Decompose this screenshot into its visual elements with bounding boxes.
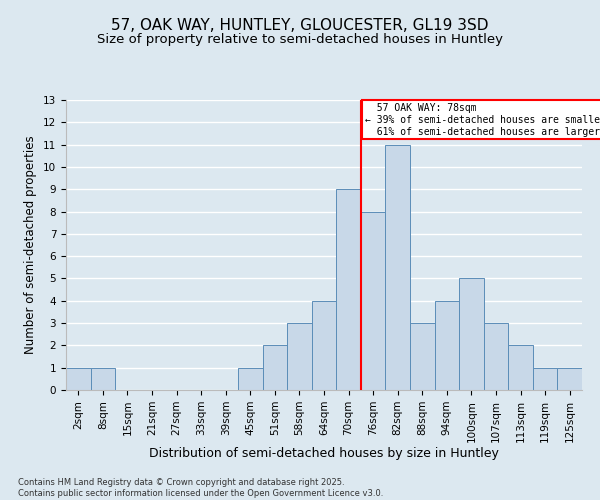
Bar xyxy=(385,144,410,390)
Bar xyxy=(434,301,459,390)
Bar xyxy=(508,346,533,390)
Bar xyxy=(263,346,287,390)
Bar xyxy=(312,301,336,390)
Bar xyxy=(287,323,312,390)
Y-axis label: Number of semi-detached properties: Number of semi-detached properties xyxy=(25,136,37,354)
Text: Contains HM Land Registry data © Crown copyright and database right 2025.
Contai: Contains HM Land Registry data © Crown c… xyxy=(18,478,383,498)
Bar xyxy=(484,323,508,390)
Bar xyxy=(66,368,91,390)
X-axis label: Distribution of semi-detached houses by size in Huntley: Distribution of semi-detached houses by … xyxy=(149,448,499,460)
Bar xyxy=(238,368,263,390)
Bar xyxy=(361,212,385,390)
Text: 57 OAK WAY: 78sqm  
← 39% of semi-detached houses are smaller (21)
  61% of semi: 57 OAK WAY: 78sqm ← 39% of semi-detached… xyxy=(365,104,600,136)
Bar xyxy=(533,368,557,390)
Bar xyxy=(410,323,434,390)
Bar xyxy=(91,368,115,390)
Bar xyxy=(557,368,582,390)
Text: Size of property relative to semi-detached houses in Huntley: Size of property relative to semi-detach… xyxy=(97,32,503,46)
Text: 57, OAK WAY, HUNTLEY, GLOUCESTER, GL19 3SD: 57, OAK WAY, HUNTLEY, GLOUCESTER, GL19 3… xyxy=(111,18,489,32)
Bar xyxy=(459,278,484,390)
Bar xyxy=(336,189,361,390)
